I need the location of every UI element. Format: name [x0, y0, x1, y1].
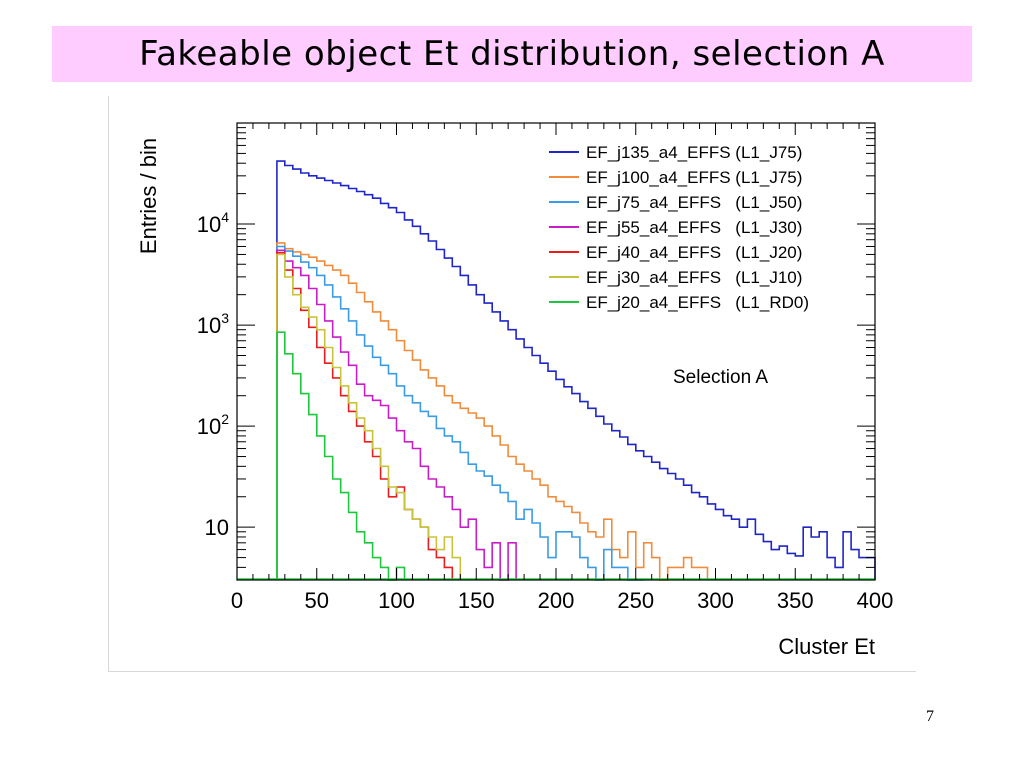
x-tick-label: 0: [231, 588, 243, 613]
legend: EF_j135_a4_EFFS (L1_J75) EF_j100_a4_EFFS …: [549, 143, 809, 312]
x-tick-label: 250: [617, 588, 654, 613]
histogram-chart: 0 50 100 150 200 250 300 350 400 10 102 103 104 Entr…: [136, 122, 894, 659]
selection-annotation: Selection A: [673, 367, 768, 388]
y-axis-label: Entries / bin: [136, 138, 161, 254]
legend-label-4: EF_j55_a4_EFFS (L1_J30): [586, 218, 802, 237]
page-number: 7: [926, 708, 934, 725]
series-line-4: [276, 249, 517, 581]
slide-title-box: Fakeable object Et distribution, selecti…: [52, 26, 972, 82]
x-tick-label: 200: [538, 588, 575, 613]
chart-frame: [108, 96, 916, 672]
series-line-6: [276, 253, 462, 580]
y-tick-label: 10: [205, 515, 229, 540]
legend-label-6: EF_j30_a4_EFFS (L1_J10): [586, 268, 802, 287]
x-tick-label: 150: [458, 588, 495, 613]
legend-label-5: EF_j40_a4_EFFS (L1_J20): [586, 243, 802, 262]
legend-label-1: EF_j135_a4_EFFS (L1_J75): [586, 143, 802, 162]
series-line-1: [276, 160, 876, 580]
x-tick-label: 400: [857, 588, 894, 613]
tick-layer: [236, 122, 876, 581]
x-axis-label: Cluster Et: [778, 634, 875, 659]
legend-label-3: EF_j75_a4_EFFS (L1_J50): [586, 193, 802, 212]
y-tick-label: 104: [197, 209, 229, 237]
x-tick-label: 350: [777, 588, 814, 613]
legend-label-7: EF_j20_a4_EFFS (L1_RD0): [586, 293, 809, 312]
slide-title: Fakeable object Et distribution, selecti…: [139, 34, 885, 74]
legend-label-2: EF_j100_a4_EFFS (L1_J75): [586, 168, 802, 187]
x-tick-label: 300: [697, 588, 734, 613]
y-tick-label: 103: [197, 310, 229, 338]
series-line-7: [276, 331, 406, 581]
tick-label-layer: 0 50 100 150 200 250 300 350 400 10 102 103 104: [197, 209, 894, 613]
series-line-2: [276, 242, 709, 581]
y-tick-label: 102: [197, 411, 229, 439]
series-line-3: [276, 245, 644, 581]
x-tick-label: 100: [378, 588, 415, 613]
x-tick-label: 50: [305, 588, 329, 613]
